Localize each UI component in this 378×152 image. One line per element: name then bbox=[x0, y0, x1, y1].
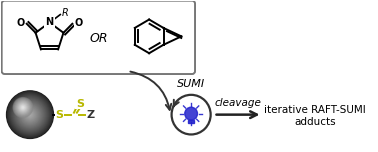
Circle shape bbox=[22, 107, 24, 109]
Text: S: S bbox=[76, 99, 84, 109]
Circle shape bbox=[13, 98, 46, 131]
Text: iterative RAFT-SUMI: iterative RAFT-SUMI bbox=[264, 105, 366, 115]
Circle shape bbox=[14, 99, 46, 131]
Text: O: O bbox=[74, 18, 82, 28]
Circle shape bbox=[17, 102, 43, 128]
Circle shape bbox=[27, 112, 33, 118]
Circle shape bbox=[185, 107, 197, 120]
Circle shape bbox=[16, 101, 30, 114]
Circle shape bbox=[9, 93, 51, 136]
Text: N: N bbox=[45, 17, 54, 28]
Circle shape bbox=[8, 92, 53, 137]
Circle shape bbox=[22, 107, 38, 123]
Text: Z: Z bbox=[87, 110, 94, 120]
Circle shape bbox=[21, 105, 25, 109]
Circle shape bbox=[20, 105, 26, 111]
FancyArrowPatch shape bbox=[130, 72, 171, 110]
Circle shape bbox=[16, 101, 44, 128]
Text: OR: OR bbox=[89, 32, 108, 45]
Circle shape bbox=[9, 94, 51, 135]
Circle shape bbox=[15, 100, 45, 130]
Circle shape bbox=[24, 109, 36, 121]
Circle shape bbox=[25, 110, 35, 120]
Circle shape bbox=[12, 97, 48, 133]
Text: cleavage: cleavage bbox=[215, 98, 262, 108]
Text: SUMI: SUMI bbox=[177, 79, 205, 89]
Text: adducts: adducts bbox=[294, 117, 336, 127]
Circle shape bbox=[18, 103, 42, 126]
Circle shape bbox=[26, 111, 34, 119]
Circle shape bbox=[17, 102, 29, 113]
Circle shape bbox=[18, 103, 28, 112]
Circle shape bbox=[11, 96, 48, 133]
Circle shape bbox=[21, 106, 39, 124]
Bar bbox=[188, 120, 194, 123]
Circle shape bbox=[19, 104, 41, 126]
Text: O: O bbox=[17, 18, 25, 28]
Circle shape bbox=[19, 104, 27, 111]
Circle shape bbox=[6, 91, 53, 138]
Circle shape bbox=[28, 113, 32, 117]
Text: S: S bbox=[55, 110, 63, 120]
Circle shape bbox=[11, 95, 50, 135]
Circle shape bbox=[15, 100, 31, 115]
Circle shape bbox=[29, 114, 31, 116]
Text: R: R bbox=[62, 8, 69, 18]
Circle shape bbox=[20, 105, 40, 124]
Circle shape bbox=[14, 99, 32, 116]
FancyBboxPatch shape bbox=[2, 1, 195, 74]
Circle shape bbox=[23, 108, 37, 122]
Circle shape bbox=[13, 98, 33, 117]
